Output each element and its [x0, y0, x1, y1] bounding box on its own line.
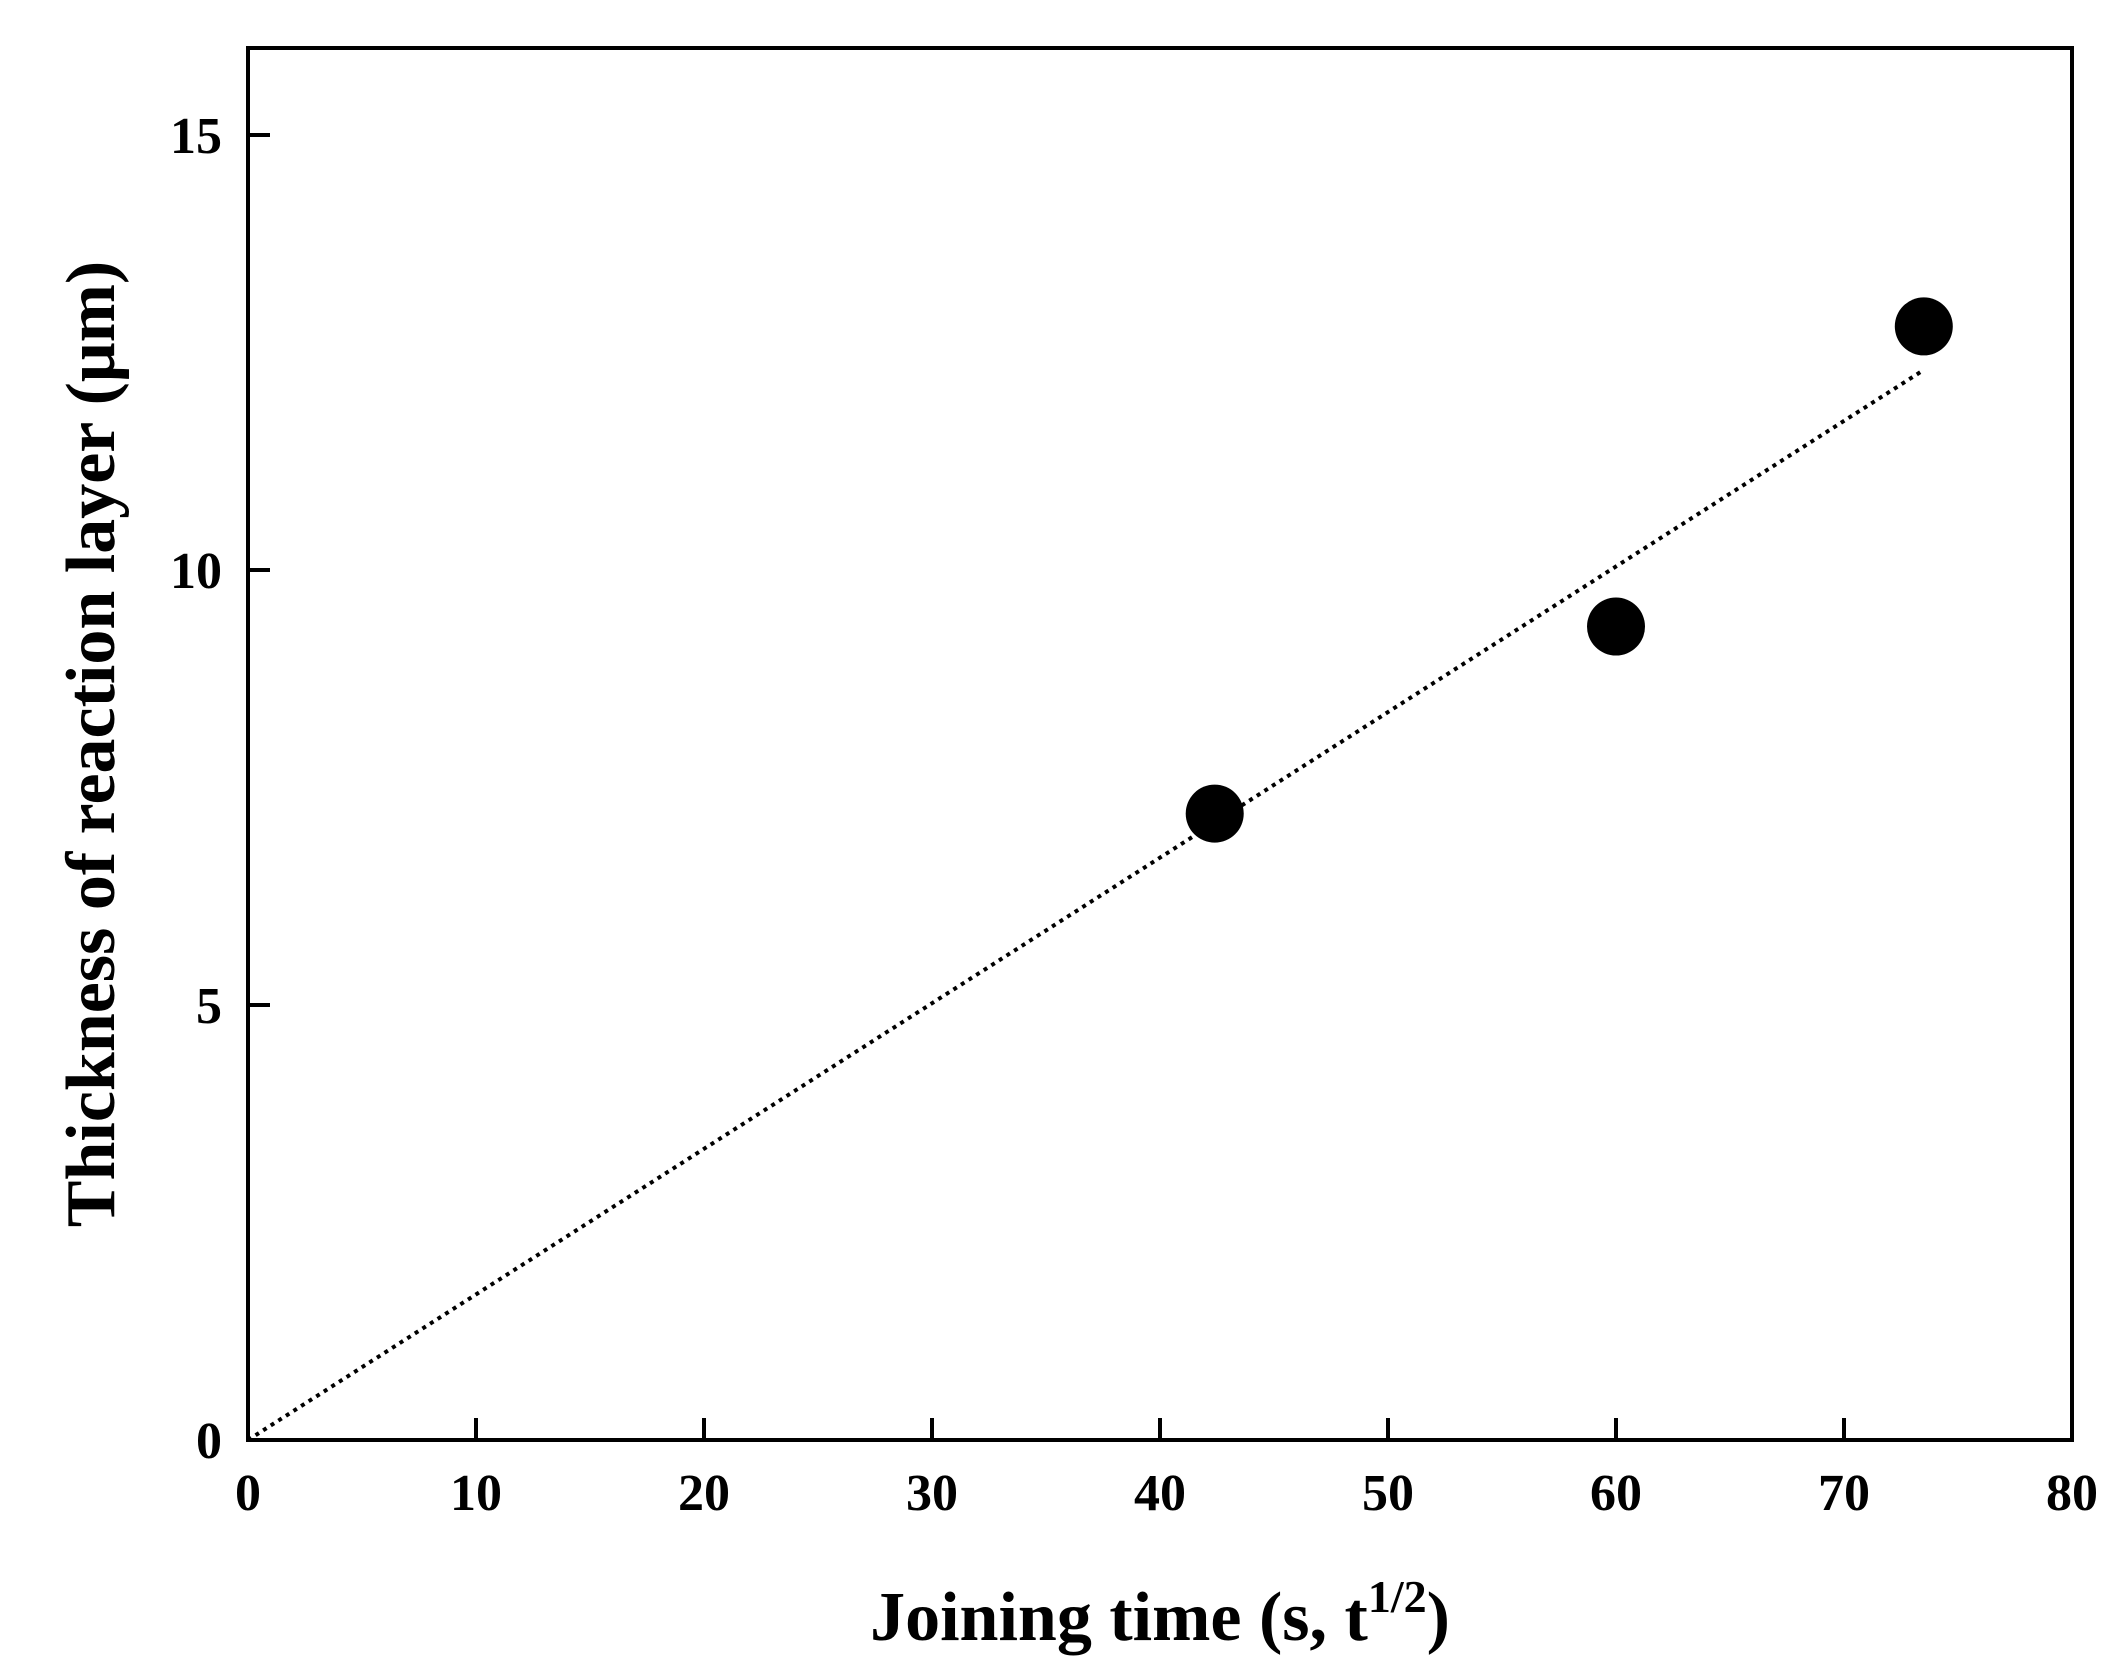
data-point	[1894, 297, 1953, 356]
x-axis-title-superscript: 1/2	[1368, 1571, 1427, 1622]
y-tick-label: 15	[170, 108, 222, 165]
y-axis-ticks: 0 5 10 15	[170, 108, 270, 1470]
x-tick-label: 80	[2046, 1465, 2098, 1522]
fit-line	[246, 368, 1925, 1442]
x-tick-label: 70	[1818, 1465, 1870, 1522]
x-tick-label: 10	[450, 1465, 502, 1522]
data-point	[1185, 784, 1244, 843]
fit-line-layer	[246, 368, 1925, 1442]
y-tick-label: 0	[196, 1413, 222, 1470]
plot-frame	[246, 46, 2074, 1442]
x-tick-label: 0	[235, 1465, 261, 1522]
y-tick-label: 10	[170, 543, 222, 600]
x-tick-label: 30	[906, 1465, 958, 1522]
x-tick-label: 50	[1362, 1465, 1414, 1522]
x-tick-label: 40	[1134, 1465, 1186, 1522]
x-axis-ticks: 0 10 20 30 40 50 60 70 80	[235, 1418, 2098, 1522]
x-tick-label: 20	[678, 1465, 730, 1522]
data-point	[1587, 597, 1645, 656]
x-axis-title: Joining time (s, t1/2)	[870, 1571, 1450, 1656]
x-tick-label: 60	[1590, 1465, 1642, 1522]
y-tick-label: 5	[196, 978, 222, 1035]
x-axis-title-main: Joining time (s, t	[870, 1579, 1368, 1656]
data-points-layer	[1185, 297, 1953, 843]
x-axis-title-end: )	[1427, 1579, 1450, 1656]
y-axis-title: Thickness of reaction layer (μm)	[53, 261, 130, 1227]
